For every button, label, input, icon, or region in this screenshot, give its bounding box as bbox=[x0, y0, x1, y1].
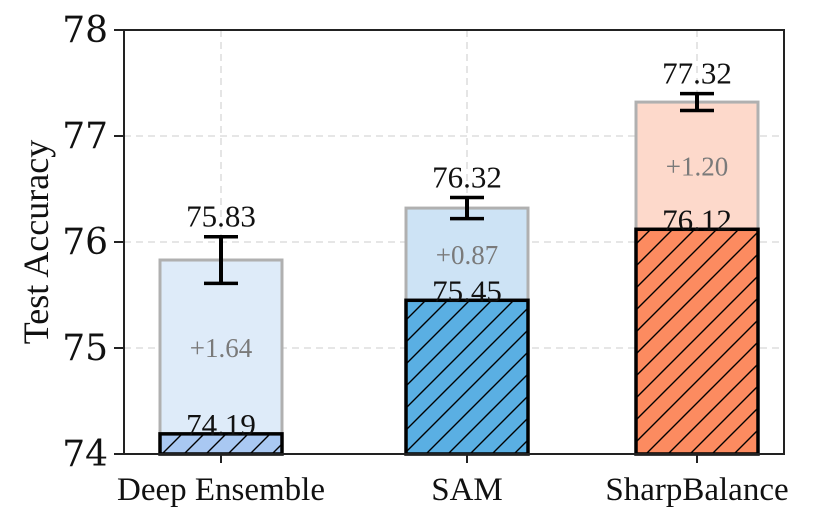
base-bar-hatch bbox=[404, 298, 530, 456]
base-value-label: 76.12 bbox=[662, 202, 732, 237]
ensemble-value-label: 75.83 bbox=[186, 199, 256, 234]
x-tick-label: SharpBalance bbox=[605, 472, 788, 508]
bar-labels: 75.83 74.19 +1.64 76.32 75.45+0.87 77.32 76.12… bbox=[186, 56, 732, 442]
base-value-label: 74.19 bbox=[186, 407, 256, 442]
base-value-label: 75.45 bbox=[432, 273, 502, 308]
y-tick-label: 77 bbox=[62, 116, 108, 157]
base-bar-hatch bbox=[634, 227, 760, 456]
y-tick-label: 76 bbox=[62, 222, 108, 263]
axes: 74 75 76 77 78 Deep Ensemble SAM SharpBalance bbox=[62, 10, 788, 508]
bars bbox=[158, 100, 760, 456]
y-tick-label: 78 bbox=[62, 10, 108, 51]
ensemble-value-label: 76.32 bbox=[432, 159, 502, 194]
ensemble-value-label: 77.32 bbox=[662, 56, 732, 91]
gain-label: +1.20 bbox=[666, 152, 728, 182]
y-axis-label: Test Accuracy bbox=[16, 140, 56, 344]
x-tick-label: Deep Ensemble bbox=[117, 472, 325, 508]
x-tick-label: SAM bbox=[431, 472, 503, 508]
ensemble-bar bbox=[158, 258, 284, 456]
gain-label: +0.87 bbox=[436, 240, 498, 270]
y-tick-label: 74 bbox=[62, 434, 108, 475]
gain-label: +1.64 bbox=[190, 333, 253, 363]
y-tick-label: 75 bbox=[62, 328, 108, 369]
